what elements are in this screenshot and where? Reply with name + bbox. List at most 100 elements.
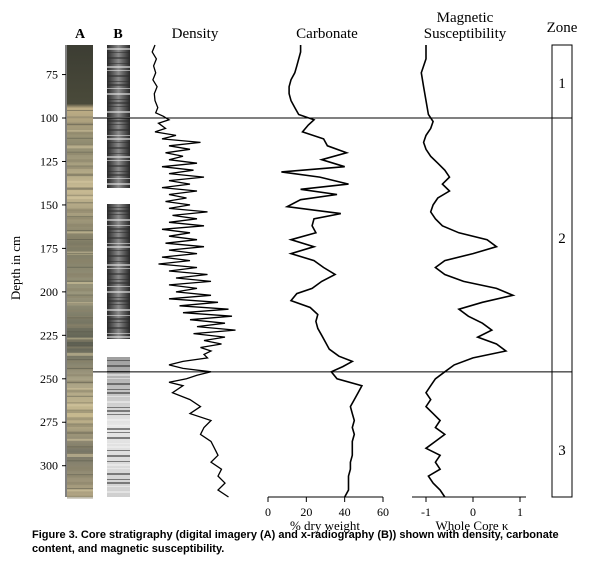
depth-tick-label: 175: [40, 241, 58, 255]
xray-band: [107, 106, 130, 107]
core-band: [67, 280, 93, 282]
core-band: [67, 180, 93, 183]
magsus-title-line2: Susceptibility: [424, 26, 507, 42]
core-band: [67, 231, 93, 234]
core-band: [67, 159, 93, 163]
xray-band: [107, 81, 130, 82]
xray-band: [107, 219, 130, 221]
core-band: [67, 202, 93, 204]
core-band: [67, 137, 93, 139]
core-band: [67, 266, 93, 268]
depth-tick-label: 75: [46, 68, 58, 82]
core-photo-image: [67, 45, 93, 497]
core-band: [67, 123, 93, 125]
zone-labels: 1 2 3: [558, 76, 566, 459]
xray-band: [107, 255, 130, 257]
xray-band: [107, 401, 130, 403]
carbonate-curve: [281, 45, 364, 498]
figure-caption: Figure 3. Core stratigraphy (digital ima…: [32, 529, 559, 555]
depth-tick-label: 225: [40, 328, 58, 342]
carbonate-tick-label: 20: [300, 505, 312, 519]
core-band: [67, 165, 93, 167]
core-band: [67, 260, 93, 264]
xray-band: [107, 268, 130, 269]
xray-band: [107, 407, 130, 408]
xray-band: [107, 273, 130, 275]
xray-band: [107, 171, 130, 172]
core-band: [67, 273, 93, 276]
depth-tick-label: 200: [40, 285, 58, 299]
core-band: [67, 295, 93, 298]
zone-column-box: [551, 44, 573, 498]
core-band: [67, 166, 93, 169]
core-band: [67, 402, 93, 405]
core-band: [67, 331, 93, 333]
core-band: [67, 359, 93, 361]
xray-band: [107, 57, 130, 59]
xray-band: [107, 124, 130, 125]
xray-band: [107, 479, 130, 480]
core-band: [67, 381, 93, 383]
xray-band: [107, 84, 130, 86]
xray-band: [107, 117, 130, 118]
xray-band: [107, 261, 130, 262]
xray-band: [107, 410, 130, 412]
depth-tick-label: 275: [40, 415, 58, 429]
xray-band: [107, 333, 130, 334]
density-title: Density: [172, 26, 219, 42]
xray-band: [107, 392, 130, 394]
magsus-tick-label: -1: [421, 505, 431, 519]
core-band: [67, 475, 93, 478]
core-band: [67, 274, 93, 278]
core-band: [67, 294, 93, 296]
xray-band: [107, 419, 130, 421]
core-band: [67, 131, 93, 135]
xray-band: [107, 63, 130, 64]
xray-band: [107, 138, 130, 140]
xray-band: [107, 437, 130, 439]
xray-band: [107, 300, 130, 302]
xray-band: [107, 246, 130, 248]
core-band: [67, 325, 93, 328]
xray-band: [107, 297, 130, 298]
xray-band: [107, 75, 130, 77]
xray-band: [107, 111, 130, 113]
magsus-tick-label: 0: [470, 505, 476, 519]
xray-band: [107, 243, 130, 244]
core-band: [67, 252, 93, 254]
core-band: [67, 368, 93, 369]
core-band: [67, 223, 93, 227]
core-band: [67, 460, 93, 462]
core-band: [67, 245, 93, 248]
xray-band: [107, 414, 130, 415]
xray-band: [107, 88, 130, 89]
xray-label: B: [113, 27, 122, 42]
xray-band: [107, 374, 130, 376]
xray-band: [107, 322, 130, 323]
xray-band: [107, 232, 130, 233]
core-band: [67, 345, 93, 347]
xray-band: [107, 318, 130, 320]
magsus-x-axis-label: Whole Core κ: [436, 518, 509, 533]
depth-axis-ticks: 75 100 125 150 175 200 225 250 275 300: [40, 68, 66, 473]
core-band: [67, 488, 93, 490]
depth-tick-label: 150: [40, 198, 58, 212]
core-band: [67, 153, 93, 155]
xray-band: [107, 304, 130, 305]
core-band: [67, 282, 93, 284]
xray-band: [107, 464, 130, 466]
core-band: [67, 239, 93, 240]
magsus-title-line1: Magnetic: [437, 10, 494, 26]
core-band: [67, 188, 93, 190]
xray-band: [107, 147, 130, 149]
xray-band: [107, 482, 130, 484]
carbonate-tick-label: 0: [265, 505, 271, 519]
core-band: [67, 466, 93, 469]
xray-band: [107, 102, 130, 104]
xray-band: [107, 378, 130, 379]
core-band: [67, 388, 93, 391]
xray-band: [107, 129, 130, 131]
xray-band: [107, 428, 130, 430]
core-band: [67, 288, 93, 292]
core-band: [67, 259, 93, 262]
